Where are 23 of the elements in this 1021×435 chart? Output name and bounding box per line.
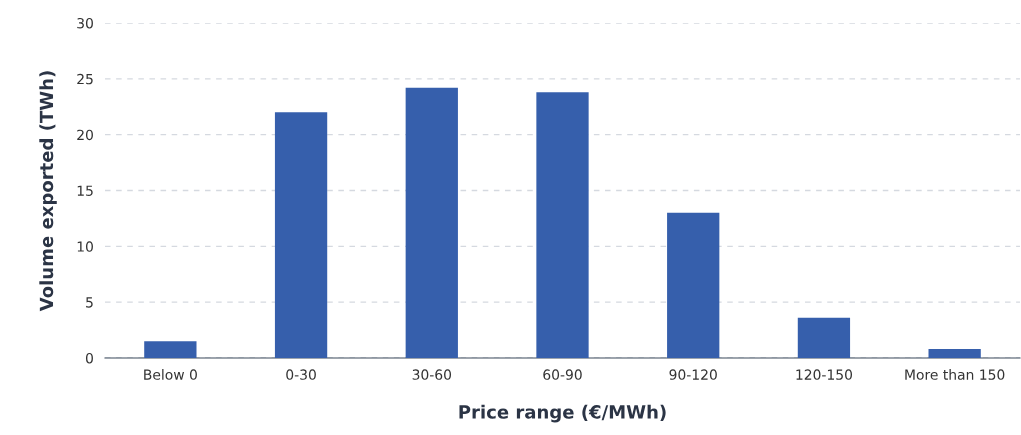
y-tick-label: 10 bbox=[77, 241, 93, 252]
bar bbox=[274, 112, 328, 358]
y-tick-label: 5 bbox=[86, 297, 93, 308]
x-tick-label: Below 0 bbox=[144, 369, 197, 380]
x-tick-label: 60-90 bbox=[543, 369, 582, 380]
x-tick-label: 90-120 bbox=[669, 369, 717, 380]
bar bbox=[405, 87, 458, 358]
x-tick-label: 0-30 bbox=[286, 369, 316, 380]
x-tick-label: More than 150 bbox=[905, 369, 1005, 380]
y-tick-label: 25 bbox=[77, 73, 93, 85]
x-tick-label: 30-60 bbox=[412, 369, 452, 380]
y-tick-label: 15 bbox=[77, 185, 93, 196]
x-tick-label: 120-150 bbox=[796, 369, 853, 380]
y-tick-label: 30 bbox=[77, 17, 93, 29]
bar bbox=[928, 349, 981, 358]
bar bbox=[667, 212, 720, 358]
x-axis-title: Price range (€/MWh) bbox=[459, 404, 666, 423]
y-axis-title: Volume exported (TWh) bbox=[39, 71, 57, 312]
bar bbox=[797, 317, 851, 358]
bar bbox=[536, 92, 589, 358]
y-tick-label: 0 bbox=[85, 352, 93, 364]
y-tick-label: 20 bbox=[77, 129, 93, 141]
bar bbox=[144, 341, 197, 358]
